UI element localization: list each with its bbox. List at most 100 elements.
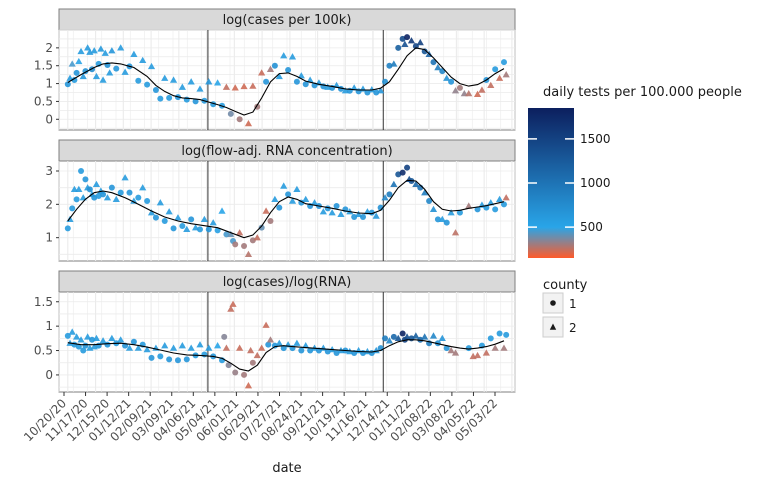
data-point-county-2 bbox=[187, 344, 195, 351]
data-point-county-2 bbox=[130, 50, 138, 57]
data-point-county-2 bbox=[147, 62, 156, 70]
data-point-county-1 bbox=[293, 78, 300, 85]
data-point-county-2 bbox=[451, 87, 460, 94]
data-point-county-1 bbox=[443, 219, 450, 226]
data-point-county-2 bbox=[84, 44, 92, 51]
data-point-county-2 bbox=[412, 180, 420, 188]
data-point-county-1 bbox=[196, 226, 203, 233]
data-point-county-1 bbox=[448, 78, 455, 85]
y-tick-label: 0.5 bbox=[34, 344, 53, 358]
data-point-county-1 bbox=[144, 81, 151, 88]
data-point-county-2 bbox=[229, 300, 237, 307]
data-point-county-2 bbox=[487, 81, 495, 89]
data-point-county-2 bbox=[482, 349, 490, 356]
data-point-county-2 bbox=[205, 344, 213, 351]
y-tick-label: 2 bbox=[45, 197, 53, 211]
data-point-county-1 bbox=[86, 186, 93, 193]
data-point-county-2 bbox=[92, 72, 101, 80]
data-point-county-1 bbox=[456, 84, 463, 91]
data-point-county-2 bbox=[302, 195, 310, 203]
x-axis: 10/20/2011/17/2012/15/2001/12/2102/09/21… bbox=[21, 392, 500, 444]
data-point-county-1 bbox=[265, 341, 272, 348]
data-point-county-2 bbox=[125, 344, 134, 351]
data-point-county-1 bbox=[104, 341, 111, 348]
data-point-county-2 bbox=[319, 208, 327, 215]
data-point-county-1 bbox=[157, 95, 164, 102]
shape-legend-title: county bbox=[543, 278, 588, 293]
legend-label: 2 bbox=[569, 321, 577, 335]
data-point-county-2 bbox=[77, 47, 85, 55]
data-point-county-1 bbox=[399, 169, 406, 176]
data-point-county-2 bbox=[183, 225, 191, 233]
data-point-county-2 bbox=[262, 207, 270, 214]
data-point-county-2 bbox=[244, 119, 253, 127]
data-point-county-2 bbox=[473, 90, 482, 97]
data-point-county-2 bbox=[451, 229, 460, 236]
data-point-county-2 bbox=[421, 189, 429, 196]
data-point-county-2 bbox=[438, 215, 446, 223]
data-point-county-1 bbox=[174, 357, 181, 364]
data-point-county-1 bbox=[71, 77, 78, 83]
data-point-county-2 bbox=[310, 199, 319, 206]
data-point-county-2 bbox=[266, 65, 275, 72]
data-point-county-2 bbox=[165, 208, 173, 215]
data-point-county-2 bbox=[244, 250, 253, 258]
data-point-county-2 bbox=[354, 210, 363, 218]
data-point-county-1 bbox=[382, 335, 389, 342]
data-point-county-2 bbox=[495, 74, 504, 81]
data-point-county-1 bbox=[78, 168, 85, 174]
data-point-county-1 bbox=[271, 62, 278, 69]
data-point-county-1 bbox=[80, 347, 87, 354]
data-point-county-2 bbox=[434, 63, 442, 71]
data-point-county-1 bbox=[148, 354, 155, 361]
data-point-county-2 bbox=[306, 76, 314, 83]
data-point-county-1 bbox=[474, 206, 481, 213]
data-point-county-2 bbox=[447, 209, 455, 216]
data-point-county-2 bbox=[205, 78, 213, 85]
data-point-county-2 bbox=[253, 234, 261, 241]
data-point-county-2 bbox=[381, 194, 389, 201]
facet-title: log(flow-adj. RNA concentration) bbox=[181, 144, 392, 159]
data-point-county-1 bbox=[205, 226, 212, 233]
data-point-county-2 bbox=[262, 321, 270, 328]
y-tick-label: 1 bbox=[45, 77, 53, 91]
data-point-county-2 bbox=[288, 197, 297, 204]
data-point-county-2 bbox=[337, 210, 345, 218]
data-point-county-2 bbox=[169, 76, 178, 83]
data-point-county-2 bbox=[473, 351, 482, 359]
data-point-county-1 bbox=[307, 347, 314, 354]
data-point-county-2 bbox=[236, 344, 244, 351]
data-point-county-2 bbox=[478, 86, 486, 93]
data-point-county-2 bbox=[147, 209, 156, 216]
data-point-county-1 bbox=[503, 331, 510, 338]
data-point-county-2 bbox=[271, 195, 279, 203]
y-tick-label: 1 bbox=[45, 231, 53, 245]
data-point-county-1 bbox=[170, 225, 177, 232]
data-point-county-2 bbox=[97, 45, 105, 52]
data-point-county-2 bbox=[121, 174, 129, 181]
data-point-county-1 bbox=[390, 333, 397, 340]
data-point-county-2 bbox=[447, 346, 455, 354]
color-bar-label: 1000 bbox=[580, 176, 611, 190]
data-points bbox=[64, 164, 510, 258]
data-point-county-1 bbox=[117, 189, 124, 196]
color-bar-label: 1500 bbox=[580, 132, 611, 146]
data-point-county-2 bbox=[502, 194, 510, 201]
data-point-county-2 bbox=[368, 86, 376, 93]
y-tick-label: 2 bbox=[45, 41, 53, 55]
data-point-county-1 bbox=[500, 59, 507, 66]
shape-legend: county 1 2 bbox=[542, 278, 588, 338]
data-point-county-1 bbox=[82, 176, 89, 183]
data-point-county-1 bbox=[492, 206, 499, 213]
data-point-county-1 bbox=[249, 359, 256, 366]
data-point-county-2 bbox=[90, 343, 98, 350]
data-point-county-1 bbox=[386, 62, 393, 69]
data-point-county-1 bbox=[130, 338, 137, 345]
data-point-county-2 bbox=[209, 219, 217, 226]
data-point-county-2 bbox=[495, 195, 504, 203]
legend-triangle-marker bbox=[549, 323, 557, 330]
data-point-county-2 bbox=[401, 40, 409, 47]
facet-title: log(cases)/log(RNA) bbox=[223, 275, 352, 290]
data-point-county-2 bbox=[196, 85, 204, 92]
